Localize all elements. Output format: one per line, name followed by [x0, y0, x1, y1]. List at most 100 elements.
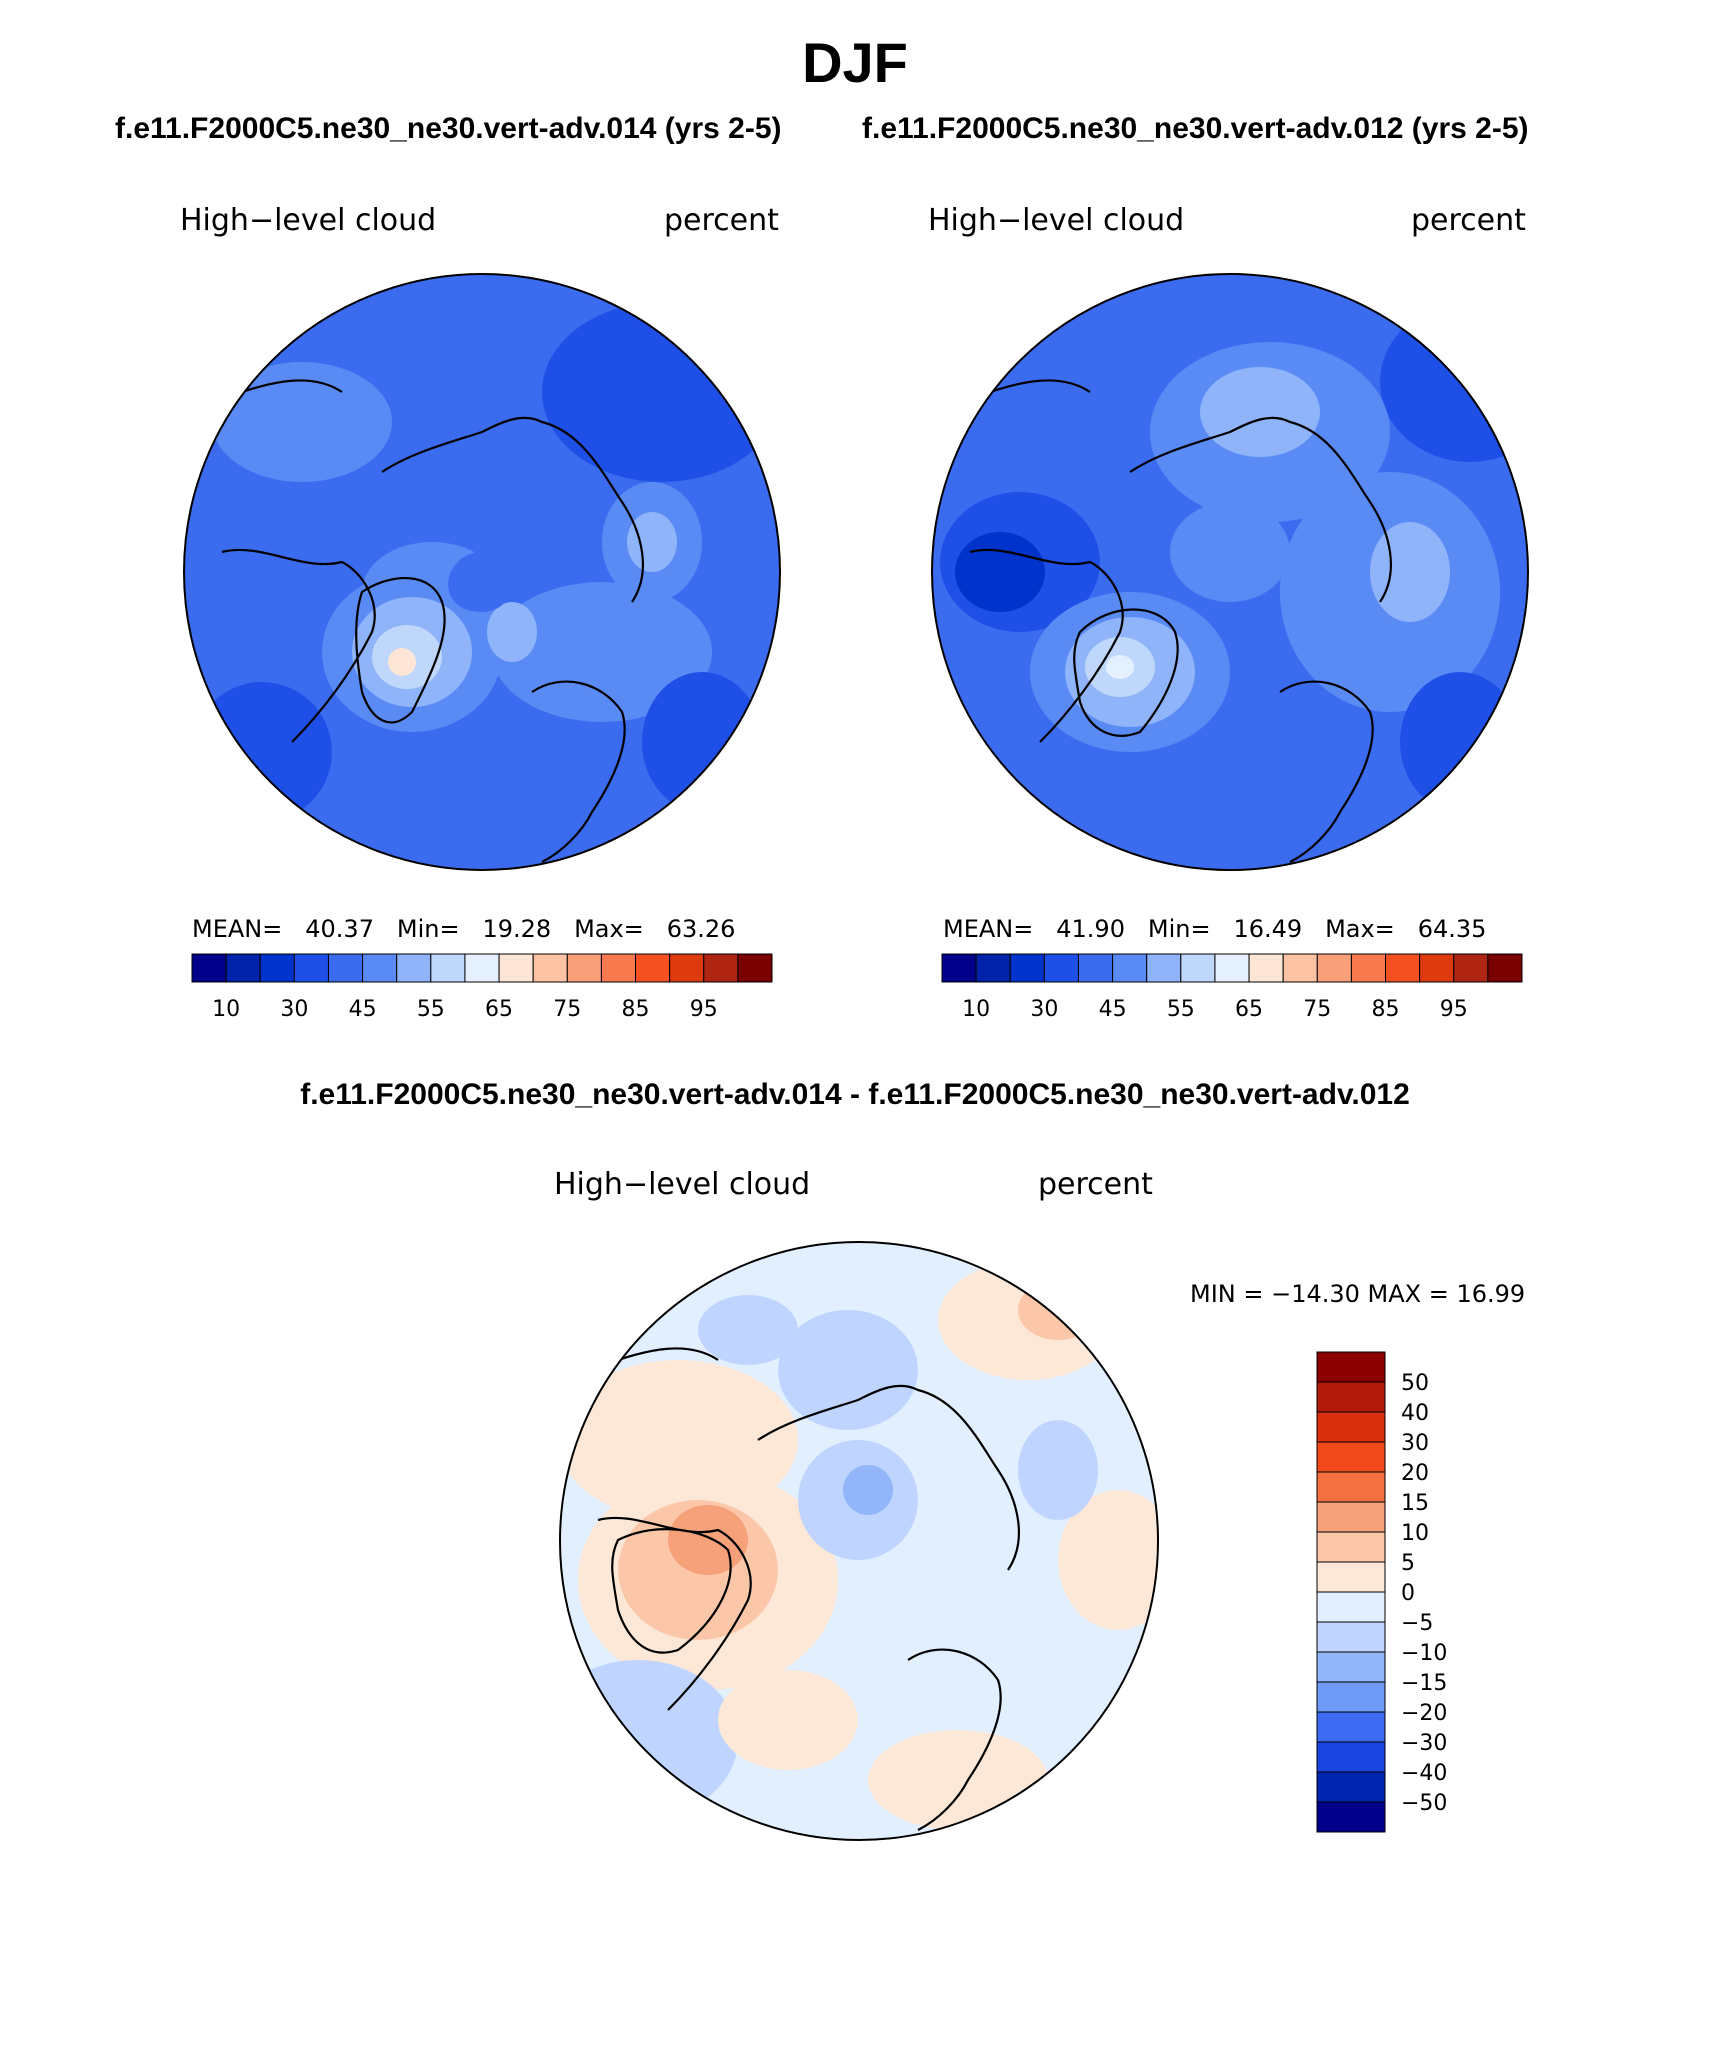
left-colorbar-swatch [362, 953, 398, 983]
case-title-left: f.e11.F2000C5.ne30_ne30.vert-adv.014 (yr… [115, 112, 782, 145]
right-colorbar-tick-label: 10 [962, 997, 990, 1022]
right-colorbar-swatch [1248, 953, 1284, 983]
right-colorbar-tick-label: 75 [1303, 997, 1331, 1022]
right-colorbar-tick-label: 95 [1440, 997, 1468, 1022]
right-colorbar-tick-label: 30 [1030, 997, 1058, 1022]
left-colorbar-tick-label: 85 [622, 997, 650, 1022]
diff-polar-map [559, 1241, 1159, 1841]
diff-colorbar-tick-label: 50 [1401, 1371, 1429, 1396]
right-colorbar-swatch [1043, 953, 1079, 983]
right-colorbar-swatch [1487, 953, 1523, 983]
left-colorbar-swatch [703, 953, 739, 983]
diff-colorbar-tick-label: −30 [1401, 1731, 1447, 1756]
right-colorbar-swatch [1009, 953, 1045, 983]
left-colorbar: 10 30 45 55 65 75 85 95 [191, 953, 773, 1022]
right-colorbar-swatch [1112, 953, 1148, 983]
diff-colorbar-tick-label: −15 [1401, 1671, 1447, 1696]
right-colorbar-swatch [941, 953, 977, 983]
right-colorbar-swatch [1419, 953, 1455, 983]
left-colorbar-swatch [225, 953, 261, 983]
left-colorbar-swatch [430, 953, 466, 983]
right-colorbar: 10 30 45 55 65 75 85 95 [941, 953, 1523, 1022]
diff-colorbar-swatch [1316, 1621, 1386, 1653]
right-colorbar-swatch [1282, 953, 1318, 983]
left-colorbar-tick-label: 55 [417, 997, 445, 1022]
diff-colorbar-swatch [1316, 1711, 1386, 1743]
left-colorbar-tick-label: 45 [349, 997, 377, 1022]
diff-colorbar-tick-label: 30 [1401, 1431, 1429, 1456]
diff-colorbar-tick-label: 5 [1401, 1551, 1415, 1576]
diff-colorbar-tick-label: 20 [1401, 1461, 1429, 1486]
diff-variable-label: High−level cloud [554, 1167, 811, 1202]
right-colorbar-tick-label: 55 [1167, 997, 1195, 1022]
right-colorbar-swatch [975, 953, 1011, 983]
diff-colorbar-swatch [1316, 1801, 1386, 1833]
left-variable-label: High−level cloud [180, 203, 437, 238]
diff-colorbar-swatch [1316, 1471, 1386, 1503]
left-colorbar-tick-label: 30 [280, 997, 308, 1022]
right-colorbar-swatch [1385, 953, 1421, 983]
left-colorbar-swatch [566, 953, 602, 983]
left-colorbar-swatch [498, 953, 534, 983]
diff-colorbar-swatch [1316, 1531, 1386, 1563]
diff-colorbar-swatch [1316, 1771, 1386, 1803]
diff-colorbar-swatch [1316, 1651, 1386, 1683]
diff-colorbar-tick-label: −5 [1401, 1611, 1433, 1636]
left-colorbar-tick-label: 95 [690, 997, 718, 1022]
right-stats: MEAN= 41.90 Min= 16.49 Max= 64.35 [943, 915, 1487, 943]
right-colorbar-tick-label: 65 [1235, 997, 1263, 1022]
diff-colorbar-tick-label: 0 [1401, 1581, 1415, 1606]
right-colorbar-swatch [1453, 953, 1489, 983]
right-colorbar-swatch [1214, 953, 1250, 983]
right-units-label: percent [1411, 203, 1526, 238]
right-colorbar-swatch [1350, 953, 1387, 983]
left-colorbar-tick-label: 75 [553, 997, 581, 1022]
right-colorbar-tick-label: 45 [1099, 997, 1127, 1022]
left-colorbar-swatch [259, 953, 295, 983]
left-polar-map [183, 273, 781, 871]
left-colorbar-swatch [191, 953, 227, 983]
left-colorbar-swatch [635, 953, 671, 983]
diff-colorbar-swatch [1316, 1381, 1386, 1413]
diff-colorbar-swatch [1316, 1411, 1386, 1443]
diff-colorbar-tick-label: 15 [1401, 1491, 1429, 1516]
left-colorbar-swatch [396, 953, 432, 983]
right-colorbar-swatch [1146, 953, 1182, 983]
diff-colorbar-tick-label: −20 [1401, 1701, 1447, 1726]
case-title-right: f.e11.F2000C5.ne30_ne30.vert-adv.012 (yr… [862, 112, 1529, 145]
right-variable-label: High−level cloud [928, 203, 1185, 238]
page-title: DJF [802, 31, 908, 94]
right-colorbar-swatch [1316, 953, 1352, 983]
diff-units-label: percent [1038, 1167, 1153, 1202]
diff-colorbar-tick-label: −40 [1401, 1761, 1447, 1786]
left-colorbar-swatch [327, 953, 364, 983]
diff-colorbar-tick-label: 40 [1401, 1401, 1429, 1426]
left-colorbar-swatch [464, 953, 500, 983]
diff-colorbar-tick-label: 10 [1401, 1521, 1429, 1546]
diff-colorbar-swatch [1316, 1561, 1386, 1593]
right-colorbar-tick-label: 85 [1372, 997, 1400, 1022]
diff-colorbar-swatch [1316, 1591, 1386, 1623]
left-units-label: percent [664, 203, 779, 238]
left-colorbar-swatch [669, 953, 705, 983]
left-colorbar-tick-label: 10 [212, 997, 240, 1022]
left-colorbar-swatch [737, 953, 773, 983]
diff-colorbar-swatch [1316, 1351, 1386, 1383]
right-colorbar-swatch [1077, 953, 1114, 983]
left-colorbar-swatch [600, 953, 637, 983]
diff-colorbar-swatch [1316, 1741, 1386, 1773]
diff-colorbar-swatch [1316, 1501, 1386, 1533]
right-colorbar-swatch [1180, 953, 1216, 983]
left-colorbar-swatch [532, 953, 568, 983]
diff-colorbar-swatch [1316, 1441, 1386, 1473]
diff-colorbar-swatch [1316, 1681, 1386, 1713]
diff-minmax: MIN = −14.30 MAX = 16.99 [1190, 1280, 1526, 1308]
right-polar-map [931, 273, 1529, 871]
left-colorbar-tick-label: 65 [485, 997, 513, 1022]
diff-title: f.e11.F2000C5.ne30_ne30.vert-adv.014 - f… [300, 1078, 1410, 1111]
left-colorbar-swatch [293, 953, 329, 983]
diff-colorbar-tick-label: −50 [1401, 1791, 1447, 1816]
left-stats: MEAN= 40.37 Min= 19.28 Max= 63.26 [192, 915, 736, 943]
diff-colorbar-tick-label: −10 [1401, 1641, 1447, 1666]
